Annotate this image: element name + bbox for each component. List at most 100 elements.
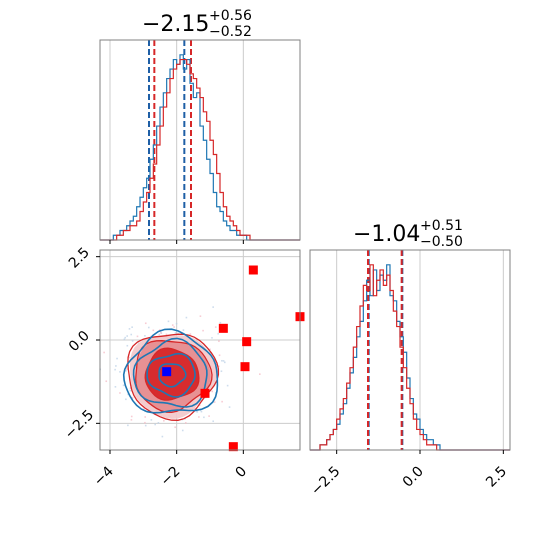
sample-point (165, 333, 168, 336)
sample-point (147, 326, 150, 329)
sample-point (226, 384, 229, 387)
sample-point (198, 404, 201, 407)
sample-point (217, 332, 219, 335)
histogram-title-plus: +0.51 (420, 218, 463, 234)
sample-point (203, 416, 205, 419)
sample-point (129, 389, 132, 392)
sample-point (174, 426, 176, 429)
x-tick-label: −2 (158, 464, 184, 490)
sample-point (222, 360, 225, 362)
contour-fill-inner (145, 348, 199, 401)
sample-point (185, 316, 188, 319)
sample-point (130, 333, 133, 336)
sample-point (200, 410, 203, 413)
x-tick-label: 2.5 (483, 464, 510, 491)
sample-point (129, 387, 132, 389)
red-marker (200, 388, 210, 398)
sample-point (122, 384, 125, 387)
contour-line-blue (132, 337, 208, 408)
sample-point (125, 398, 127, 401)
sample-point (158, 333, 161, 336)
sample-point (159, 329, 161, 331)
sample-point (220, 370, 223, 373)
histogram-ticks (109, 240, 244, 244)
sample-point (208, 415, 210, 417)
sample-point (221, 359, 223, 362)
x-tick-label: 0.0 (400, 464, 427, 491)
histogram-step-blue (310, 264, 510, 451)
sample-point (130, 419, 133, 421)
sample-point (131, 397, 134, 399)
histogram-series (100, 54, 300, 241)
sample-point (182, 329, 185, 331)
sample-point (167, 320, 170, 323)
sample-point (131, 326, 133, 328)
sample-point (126, 368, 128, 370)
histogram-panel-param1: −2.15 +0.56 −0.52 (99, 8, 301, 244)
contour-line-blue (122, 328, 219, 414)
red-marker (248, 265, 258, 275)
sample-point (152, 329, 155, 332)
histogram-title-minus: −0.50 (420, 234, 463, 250)
sample-point (124, 336, 127, 339)
sample-point (223, 361, 226, 364)
sample-point (195, 410, 198, 413)
sample-point (199, 409, 202, 412)
x-tick-label: 0 (233, 464, 251, 482)
sample-point (150, 419, 153, 421)
histogram-grid (109, 40, 244, 240)
histogram-x-ticks: −2.5 0.0 2.5 (308, 450, 510, 499)
sample-point (217, 365, 220, 368)
sample-point (211, 337, 213, 339)
contour-y-ticks: −2.5 0.0 2.5 (62, 245, 100, 442)
sample-point (154, 423, 156, 426)
quantile-lines (148, 40, 192, 240)
histogram-step-red (100, 58, 300, 241)
sample-point (144, 322, 147, 325)
sample-point (144, 424, 147, 427)
sample-point (160, 331, 162, 334)
sample-point (177, 332, 179, 335)
sample-point (130, 415, 133, 418)
sample-point (161, 435, 164, 438)
sample-point (116, 357, 118, 360)
sample-point (114, 386, 117, 388)
red-marker (242, 337, 252, 347)
red-marker (218, 323, 228, 333)
sample-point (144, 334, 146, 337)
sample-point (211, 390, 214, 393)
sample-point (221, 400, 223, 403)
sample-point (157, 422, 160, 424)
sample-point (218, 340, 220, 343)
red-marker (228, 442, 238, 452)
sample-point (189, 333, 192, 335)
contour-x-ticks: −4 −2 0 (91, 450, 250, 489)
sample-point (114, 368, 116, 371)
sample-point (202, 329, 204, 332)
sample-point (137, 341, 139, 344)
sample-point (163, 419, 165, 422)
sample-point (103, 351, 105, 354)
sample-point (219, 321, 222, 324)
y-tick-label: 2.5 (66, 245, 93, 272)
contour-line-red (127, 333, 220, 421)
sample-point (131, 340, 134, 342)
histogram-title-minus: −0.52 (209, 24, 252, 40)
sample-point (128, 328, 131, 330)
sample-point (128, 356, 131, 359)
sample-point (213, 401, 216, 403)
sample-point (105, 380, 108, 383)
sample-point (199, 315, 202, 317)
sample-point (126, 335, 128, 337)
sample-point (171, 324, 174, 326)
sample-point (115, 365, 117, 367)
sample-point (144, 416, 146, 418)
histogram-panel-param2: −2.5 0.0 2.5 −1.04 +0.51 −0.50 (308, 218, 511, 499)
histogram-title-plus: +0.56 (209, 8, 252, 24)
x-tick-label: −4 (91, 463, 117, 489)
sample-point (119, 371, 121, 373)
histogram-step-blue (100, 54, 300, 241)
sample-point (209, 351, 212, 354)
sample-point (174, 332, 177, 334)
